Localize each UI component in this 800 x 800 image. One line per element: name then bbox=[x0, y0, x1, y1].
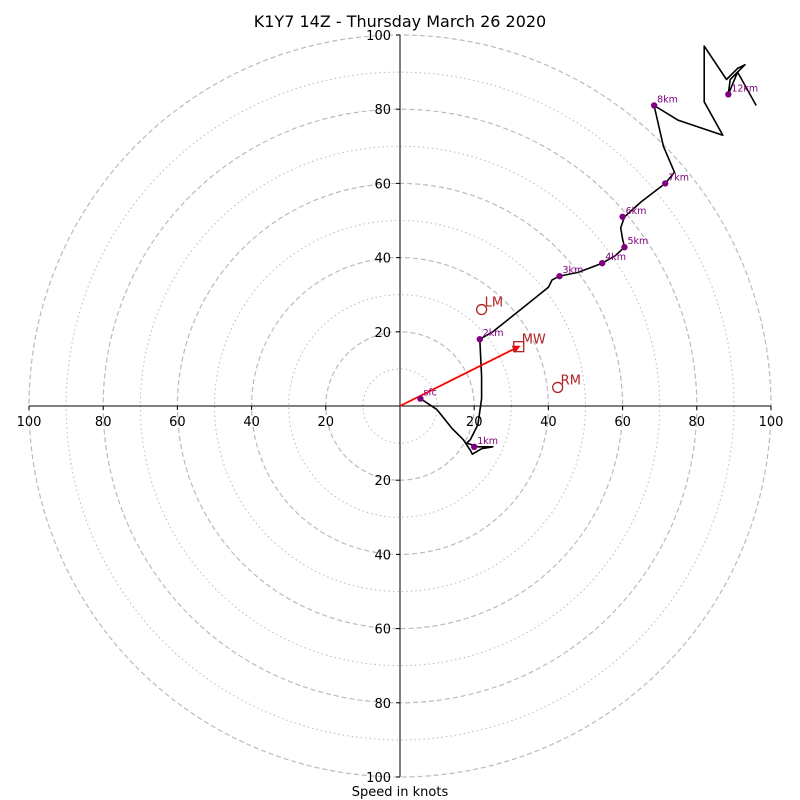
chart-title: K1Y7 14Z - Thursday March 26 2020 bbox=[254, 12, 546, 31]
y-tick-label: 40 bbox=[374, 548, 391, 563]
y-tick-label: 20 bbox=[374, 326, 391, 341]
x-tick-label: 40 bbox=[243, 415, 260, 430]
height-marker-sfc bbox=[417, 395, 424, 402]
height-marker-7km bbox=[662, 180, 669, 187]
x-tick-label: 20 bbox=[318, 415, 335, 430]
y-tick-label: 60 bbox=[374, 623, 391, 638]
height-label-2km: 2km bbox=[483, 328, 504, 339]
storm-motion-markers: LM MW RM bbox=[475, 296, 581, 394]
height-marker-1km bbox=[471, 443, 478, 451]
height-marker-2km bbox=[476, 336, 483, 343]
height-label-7km: 7km bbox=[668, 172, 689, 183]
height-label-3km: 3km bbox=[563, 265, 584, 276]
x-tick-label: 100 bbox=[17, 415, 42, 430]
y-tick-label: 100 bbox=[366, 771, 391, 786]
tick-labels: 20 20 20 20 40 40 40 40 60 60 60 60 80 80 80 80 100 100 10… bbox=[17, 29, 784, 786]
storm-motion-marker-rm bbox=[552, 381, 564, 394]
hodograph-line bbox=[419, 45, 757, 456]
x-axis-label: Speed in knots bbox=[352, 785, 449, 800]
y-tick-label: 80 bbox=[374, 103, 391, 118]
x-tick-label: 80 bbox=[689, 415, 706, 430]
height-label-12km: 12km bbox=[731, 83, 758, 94]
height-marker-12km bbox=[725, 91, 732, 98]
y-tick-label: 60 bbox=[374, 177, 391, 192]
storm-motion-label-rm: RM bbox=[561, 373, 581, 388]
storm-motion-marker-mw bbox=[513, 340, 525, 353]
x-tick-label: 60 bbox=[614, 415, 631, 430]
height-marker-3km bbox=[556, 272, 563, 280]
height-marker-5km bbox=[621, 244, 628, 251]
y-tick-label: 100 bbox=[366, 29, 391, 44]
height-label-sfc: sfc bbox=[423, 388, 437, 399]
y-tick-label: 80 bbox=[374, 697, 391, 712]
storm-motion-marker-lm bbox=[475, 303, 488, 316]
height-label-5km: 5km bbox=[627, 236, 648, 247]
height-marker-8km bbox=[650, 102, 658, 109]
height-marker-4km bbox=[598, 259, 606, 267]
y-tick-label: 20 bbox=[374, 474, 391, 489]
x-tick-label: 40 bbox=[540, 415, 557, 430]
height-marker-6km bbox=[619, 213, 626, 220]
height-label-6km: 6km bbox=[626, 206, 647, 217]
height-label-8km: 8km bbox=[657, 94, 678, 105]
x-tick-label: 20 bbox=[466, 415, 483, 430]
x-tick-label: 100 bbox=[759, 415, 784, 430]
height-label-4km: 4km bbox=[605, 252, 626, 263]
storm-motion-label-mw: MW bbox=[522, 333, 546, 348]
hodograph-trace bbox=[419, 45, 757, 456]
storm-motion-label-lm: LM bbox=[485, 296, 503, 311]
height-label-1km: 1km bbox=[477, 436, 498, 447]
x-tick-label: 80 bbox=[95, 415, 112, 430]
x-tick-label: 60 bbox=[169, 415, 186, 430]
y-tick-label: 40 bbox=[374, 252, 391, 267]
